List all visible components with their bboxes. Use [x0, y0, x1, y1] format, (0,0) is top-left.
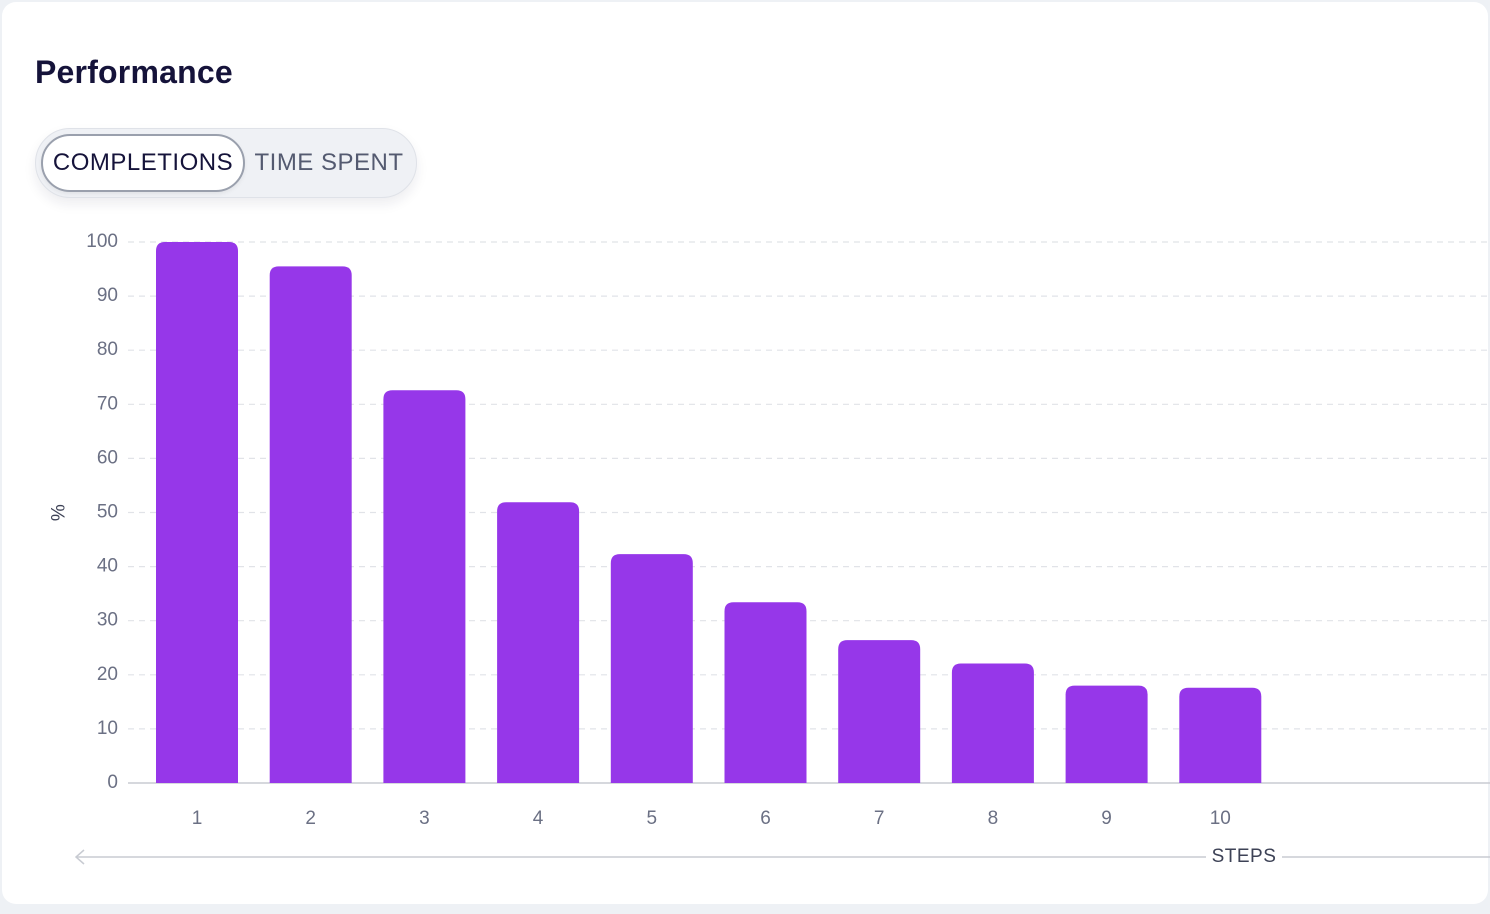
x-tick-label: 2	[305, 808, 316, 829]
bar-step-6[interactable]	[724, 602, 807, 783]
y-tick-label: 20	[97, 664, 118, 685]
y-tick-label: 0	[107, 772, 118, 793]
y-tick-label: 10	[97, 718, 118, 739]
x-tick-label: 9	[1101, 808, 1112, 829]
bar-step-10[interactable]	[1179, 687, 1262, 783]
x-axis-arrow	[74, 849, 1490, 865]
y-tick-label: 50	[97, 502, 118, 523]
arrow-left-icon	[74, 849, 85, 865]
y-axis-ticks: 0 10 20 30 40 50 60 70 80 90 100	[86, 231, 118, 793]
x-tick-label: 5	[647, 808, 658, 829]
bar-step-7[interactable]	[838, 640, 921, 783]
y-tick-label: 40	[97, 556, 118, 577]
bar-step-8[interactable]	[951, 663, 1034, 783]
metric-toggle: COMPLETIONS TIME SPENT	[35, 128, 417, 198]
bars	[156, 242, 1262, 784]
y-tick-label: 70	[97, 393, 118, 414]
bar-step-9[interactable]	[1065, 685, 1148, 783]
y-tick-label: 60	[97, 447, 118, 468]
page-title: Performance	[35, 54, 233, 90]
bar-step-5[interactable]	[610, 554, 693, 783]
x-axis-ticks: 1 2 3 4 5 6 7 8 9 10	[192, 808, 1231, 829]
x-tick-label: 3	[419, 808, 430, 829]
grid-lines	[128, 241, 1490, 784]
tab-time-spent[interactable]: TIME SPENT	[254, 149, 404, 176]
y-tick-label: 90	[97, 285, 118, 306]
y-tick-label: 80	[97, 339, 118, 360]
x-tick-label: 6	[760, 808, 771, 829]
x-tick-label: 1	[192, 808, 203, 829]
x-tick-label: 8	[988, 808, 999, 829]
x-tick-label: 7	[874, 808, 885, 829]
bar-step-3[interactable]	[383, 390, 466, 783]
y-tick-label: 30	[97, 610, 118, 631]
y-axis-label: %	[46, 504, 67, 521]
x-tick-label: 10	[1210, 808, 1231, 829]
x-tick-label: 4	[533, 808, 544, 829]
bar-step-4[interactable]	[497, 502, 580, 783]
bar-step-2[interactable]	[269, 266, 352, 784]
x-axis-label: STEPS	[1212, 846, 1277, 867]
tab-completions[interactable]: COMPLETIONS	[41, 134, 245, 192]
bar-step-1[interactable]	[156, 242, 238, 783]
y-tick-label: 100	[86, 231, 118, 252]
